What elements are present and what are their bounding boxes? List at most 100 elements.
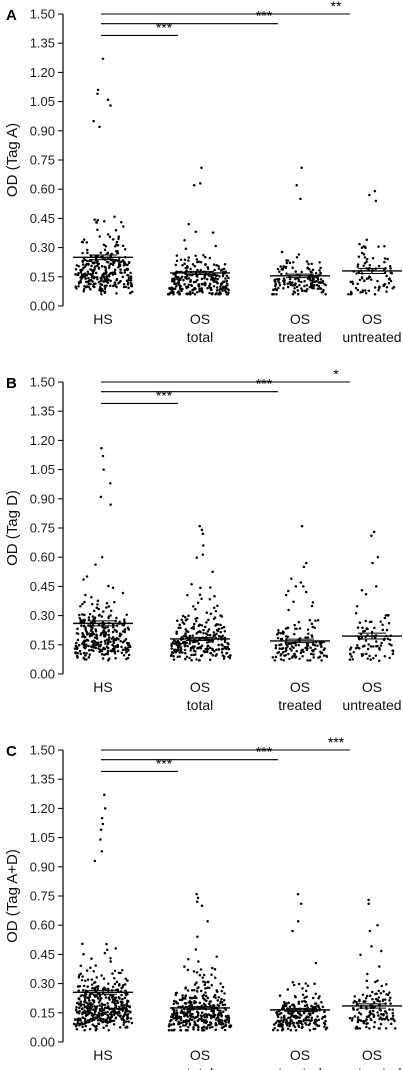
data-point <box>123 618 126 621</box>
data-point <box>88 612 92 616</box>
data-point <box>383 244 386 248</box>
data-point <box>126 642 130 645</box>
category-label: OS <box>290 311 310 327</box>
data-point <box>76 1021 80 1025</box>
data-point <box>214 996 217 1000</box>
data-point <box>301 655 304 658</box>
data-point <box>280 1029 284 1032</box>
data-point <box>196 896 200 900</box>
data-point <box>187 259 190 262</box>
data-point <box>319 287 323 290</box>
data-point <box>196 935 199 939</box>
data-point <box>112 1023 116 1026</box>
y-tick-label: 1.35 <box>30 772 55 787</box>
data-point <box>121 969 124 972</box>
data-point <box>347 293 350 296</box>
data-point <box>85 285 89 288</box>
data-point <box>360 589 364 592</box>
data-point <box>277 629 280 632</box>
data-point <box>184 1024 187 1027</box>
data-point <box>100 974 103 977</box>
data-point <box>118 997 121 1000</box>
data-point <box>275 278 279 281</box>
category-label: OS <box>362 679 382 695</box>
data-point <box>101 454 105 458</box>
data-point <box>107 1006 110 1010</box>
data-point <box>104 266 107 270</box>
data-point <box>85 575 89 578</box>
data-point <box>351 1017 354 1020</box>
data-point <box>215 623 218 626</box>
data-point <box>205 999 208 1002</box>
data-point <box>314 992 317 995</box>
data-point <box>102 468 105 471</box>
data-point <box>118 634 122 638</box>
data-point <box>304 1018 308 1022</box>
data-point <box>206 980 210 984</box>
data-point <box>211 278 215 282</box>
data-point <box>108 264 111 267</box>
data-point <box>371 561 374 565</box>
data-point <box>129 284 133 287</box>
data-point <box>123 1012 127 1016</box>
data-point <box>123 983 127 986</box>
data-point <box>370 534 373 538</box>
data-point <box>362 1021 366 1025</box>
data-point <box>283 1003 286 1007</box>
data-point <box>112 1010 116 1014</box>
data-point <box>388 999 391 1002</box>
data-point <box>87 655 91 659</box>
data-point <box>111 271 114 274</box>
data-point <box>304 590 308 594</box>
data-point <box>189 649 192 652</box>
data-point <box>284 649 288 652</box>
data-point <box>364 996 368 1000</box>
data-point <box>113 982 117 986</box>
data-point <box>85 631 89 634</box>
data-point <box>205 1027 208 1031</box>
data-point <box>170 653 173 656</box>
data-point <box>170 1029 173 1032</box>
category-label: OS <box>190 311 210 327</box>
data-point <box>125 1013 129 1017</box>
data-point <box>79 972 82 975</box>
data-point <box>273 1027 276 1030</box>
data-point <box>208 1002 211 1006</box>
data-point <box>121 244 125 247</box>
data-point <box>369 278 373 281</box>
data-point <box>117 237 120 241</box>
data-point <box>388 991 391 994</box>
data-point <box>77 643 81 647</box>
data-point <box>193 264 197 268</box>
data-point <box>121 275 125 279</box>
data-point <box>91 987 94 990</box>
data-point <box>95 220 98 224</box>
data-point <box>212 263 216 266</box>
y-tick-label: 0.45 <box>30 211 55 226</box>
data-point <box>281 1027 284 1030</box>
data-point <box>358 242 361 246</box>
data-point <box>112 1007 116 1011</box>
data-point <box>106 1002 109 1005</box>
data-point <box>209 651 213 655</box>
data-point <box>174 263 178 267</box>
y-tick-label: 0.45 <box>30 579 55 594</box>
dot-group <box>166 166 230 296</box>
data-point <box>313 626 316 629</box>
data-point <box>284 266 288 269</box>
data-point <box>291 981 295 984</box>
data-point <box>285 259 288 262</box>
data-point <box>88 995 92 999</box>
data-point <box>172 999 176 1003</box>
data-point <box>312 285 315 289</box>
data-point <box>200 166 203 170</box>
data-point <box>296 920 300 923</box>
data-point <box>123 268 127 272</box>
data-point <box>179 649 183 652</box>
data-point <box>220 1021 224 1024</box>
data-point <box>175 254 179 257</box>
data-point <box>83 274 86 277</box>
data-point <box>185 655 189 658</box>
data-point <box>171 651 175 655</box>
data-point <box>200 653 204 657</box>
